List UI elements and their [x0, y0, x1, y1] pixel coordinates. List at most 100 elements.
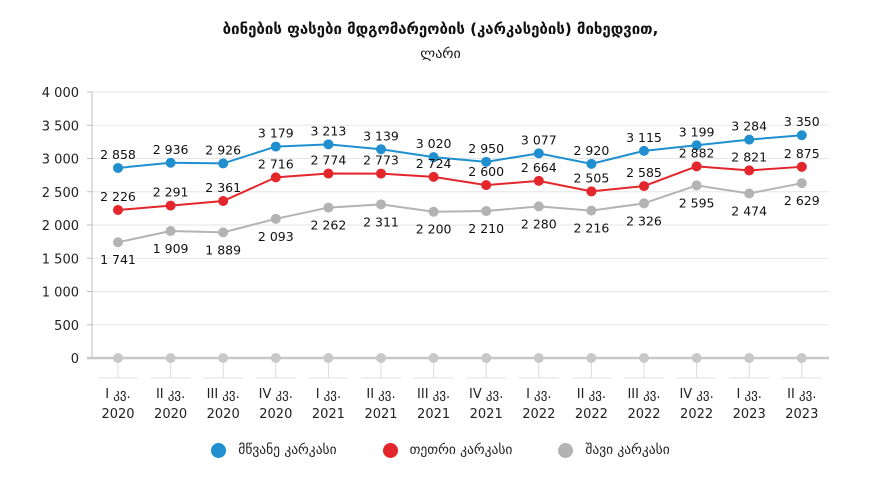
data-point — [323, 202, 334, 213]
legend-item-black-frame[interactable]: შავი კარკასი — [558, 442, 670, 458]
data-point — [218, 158, 229, 169]
data-point — [796, 130, 807, 141]
data-point — [533, 148, 544, 159]
data-label: 2 936 — [153, 142, 189, 157]
data-label: 2 216 — [574, 221, 610, 236]
data-label: 2 210 — [468, 221, 504, 236]
x-tick-label: I კვ. — [316, 387, 341, 402]
data-point — [165, 200, 176, 211]
data-label: 3 179 — [258, 126, 294, 141]
x-tick-label-year: 2022 — [522, 407, 555, 422]
data-point — [270, 213, 281, 224]
data-label: 2 773 — [363, 153, 399, 168]
legend-marker-icon — [382, 442, 398, 458]
data-point — [639, 145, 649, 156]
y-tick-label: 1 000 — [42, 286, 79, 301]
data-point — [744, 188, 755, 199]
y-tick-label: 3 500 — [42, 119, 79, 134]
data-label: 2 595 — [679, 195, 715, 210]
data-point — [323, 139, 334, 150]
data-point — [639, 353, 649, 363]
data-label: 2 600 — [468, 164, 504, 179]
data-label: 2 629 — [784, 193, 820, 208]
x-tick-label-year: 2022 — [627, 407, 660, 422]
x-tick-label: IV კვ. — [469, 387, 503, 402]
data-point — [218, 353, 229, 363]
x-tick-label-year: 2021 — [417, 407, 450, 422]
data-point — [533, 353, 544, 363]
data-label: 2 585 — [626, 165, 662, 180]
legend-item-green-frame[interactable]: მწვანე კარკასი — [211, 442, 337, 458]
data-point — [376, 168, 386, 179]
legend-item-white-frame[interactable]: თეთრი კარკასი — [382, 442, 512, 458]
data-point — [586, 158, 597, 169]
data-label: 3 213 — [311, 123, 347, 138]
y-tick-label: 1 500 — [42, 252, 79, 267]
data-point — [323, 353, 334, 363]
data-label: 2 474 — [731, 203, 767, 218]
data-label: 1 889 — [205, 242, 241, 257]
legend-marker-icon — [558, 442, 574, 458]
y-tick-label: 500 — [54, 319, 79, 334]
data-label: 2 291 — [153, 185, 189, 200]
data-point — [744, 134, 755, 145]
data-point — [270, 172, 281, 183]
data-point — [796, 161, 807, 172]
data-point — [376, 199, 386, 210]
data-point — [796, 178, 807, 189]
data-point — [113, 204, 123, 215]
data-label: 3 020 — [416, 136, 452, 151]
data-label: 3 199 — [679, 124, 715, 139]
data-point — [533, 175, 544, 186]
y-tick-label: 2 000 — [42, 219, 79, 234]
x-tick-label-year: 2021 — [364, 407, 397, 422]
x-tick-label-year: 2022 — [680, 407, 713, 422]
x-tick-label-year: 2023 — [785, 407, 818, 422]
data-label: 2 821 — [731, 149, 767, 164]
data-point — [165, 157, 176, 168]
x-tick-label: III კვ. — [207, 387, 240, 402]
x-tick-label-year: 2021 — [312, 407, 345, 422]
data-point — [691, 161, 702, 172]
chart-title: ბინების ფასები მდგომარეობის (კარკასების)… — [222, 20, 659, 38]
data-point — [639, 198, 649, 209]
x-tick-label: II კვ. — [366, 387, 395, 402]
data-label: 2 724 — [416, 156, 452, 171]
data-label: 1 741 — [100, 252, 136, 267]
data-point — [270, 141, 281, 152]
data-point — [270, 353, 281, 363]
x-tick-label: III კვ. — [417, 387, 450, 402]
x-tick-label-year: 2020 — [154, 407, 187, 422]
data-label: 3 350 — [784, 114, 820, 129]
data-point — [165, 353, 176, 363]
x-tick-label: II კვ. — [156, 387, 185, 402]
data-point — [428, 171, 439, 182]
data-point — [586, 186, 597, 197]
data-point — [165, 226, 176, 237]
chart-subtitle: ლარი — [420, 46, 461, 62]
x-tick-label: II კვ. — [577, 387, 606, 402]
x-tick-label: III კვ. — [627, 387, 660, 402]
series-line — [117, 165, 802, 211]
data-label: 2 200 — [416, 222, 452, 237]
data-point — [376, 353, 386, 363]
y-tick-label: 2 500 — [42, 186, 79, 201]
data-point — [586, 353, 597, 363]
data-label: 3 139 — [363, 128, 399, 143]
data-label: 2 774 — [311, 153, 347, 168]
x-tick-label: IV კვ. — [259, 387, 293, 402]
data-label: 2 505 — [574, 170, 610, 185]
data-point — [218, 195, 229, 206]
data-label: 3 284 — [731, 119, 767, 134]
legend-label: მწვანე კარკასი — [238, 442, 337, 458]
data-label: 2 882 — [679, 145, 715, 160]
x-tick-label: II კვ. — [787, 387, 816, 402]
x-tick-label: I კვ. — [105, 387, 130, 402]
data-label: 2 326 — [626, 213, 662, 228]
data-point — [376, 144, 386, 155]
data-point — [113, 237, 123, 248]
data-point — [796, 353, 807, 363]
data-point — [744, 165, 755, 176]
data-label: 2 361 — [205, 180, 241, 195]
